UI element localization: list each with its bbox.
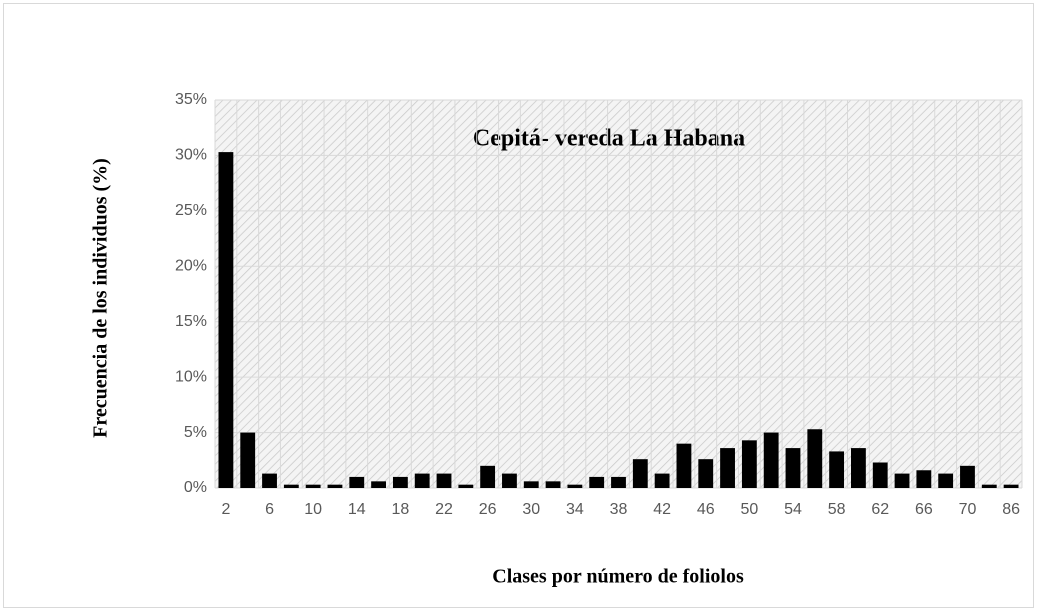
bar	[960, 465, 975, 488]
bar	[611, 476, 626, 488]
y-tick-label: 20%	[175, 258, 207, 275]
x-tick-label: 50	[740, 501, 758, 518]
x-tick-label: 62	[871, 501, 889, 518]
bar	[632, 459, 648, 488]
bar	[458, 484, 474, 488]
x-tick-label: 14	[348, 501, 366, 518]
bar	[763, 432, 779, 488]
bar	[545, 481, 561, 488]
x-tick-label: 22	[435, 501, 453, 518]
y-tick-label: 10%	[175, 368, 207, 385]
x-tick-label: 86	[1002, 501, 1020, 518]
bar	[916, 470, 932, 488]
bar	[283, 484, 299, 488]
bar	[305, 484, 321, 488]
y-tick-label: 25%	[175, 202, 207, 219]
x-tick-label: 26	[479, 501, 497, 518]
bar	[436, 473, 452, 488]
bar	[502, 473, 517, 488]
bar	[567, 484, 583, 488]
bar	[894, 473, 910, 488]
plot-area	[215, 100, 1022, 488]
y-tick-label: 0%	[184, 479, 207, 496]
bar	[654, 473, 670, 488]
bar	[698, 459, 714, 488]
bar	[981, 484, 997, 488]
x-tick-label: 46	[697, 501, 715, 518]
y-tick-label: 35%	[175, 91, 207, 108]
x-tick-label: 6	[265, 501, 274, 518]
bar	[414, 473, 430, 488]
bar	[392, 476, 408, 488]
bar	[327, 484, 343, 488]
y-axis-label: Frecuencia de los individuos (%)	[90, 158, 112, 438]
bar	[807, 429, 823, 488]
bar	[829, 451, 845, 488]
bar	[240, 432, 256, 488]
bar	[741, 440, 757, 488]
x-tick-label: 10	[304, 501, 322, 518]
x-tick-label: 70	[959, 501, 977, 518]
x-tick-label: 54	[784, 501, 802, 518]
x-tick-label: 30	[522, 501, 540, 518]
x-tick-label: 58	[828, 501, 846, 518]
bar	[589, 476, 605, 488]
bar	[938, 473, 954, 488]
x-tick-label: 42	[653, 501, 671, 518]
y-tick-label: 15%	[175, 313, 207, 330]
bar	[785, 448, 801, 488]
x-tick-label: 2	[221, 501, 230, 518]
bar	[349, 476, 365, 488]
x-tick-label: 38	[610, 501, 628, 518]
bar	[218, 152, 234, 489]
bar	[872, 462, 888, 488]
bar	[523, 481, 539, 488]
bar	[851, 448, 866, 488]
x-axis-label: Clases por número de foliolos	[492, 566, 744, 588]
bar	[1003, 484, 1019, 488]
y-tick-label: 5%	[184, 424, 207, 441]
bar	[262, 473, 277, 488]
bar	[720, 448, 735, 488]
x-tick-label: 18	[391, 501, 409, 518]
bar	[676, 443, 692, 488]
x-tick-label: 34	[566, 501, 584, 518]
y-tick-label: 30%	[175, 147, 207, 164]
x-tick-label: 66	[915, 501, 933, 518]
bar	[371, 481, 386, 488]
chart-title: Cepitá- vereda La Habana	[473, 126, 745, 152]
bar	[480, 465, 496, 488]
